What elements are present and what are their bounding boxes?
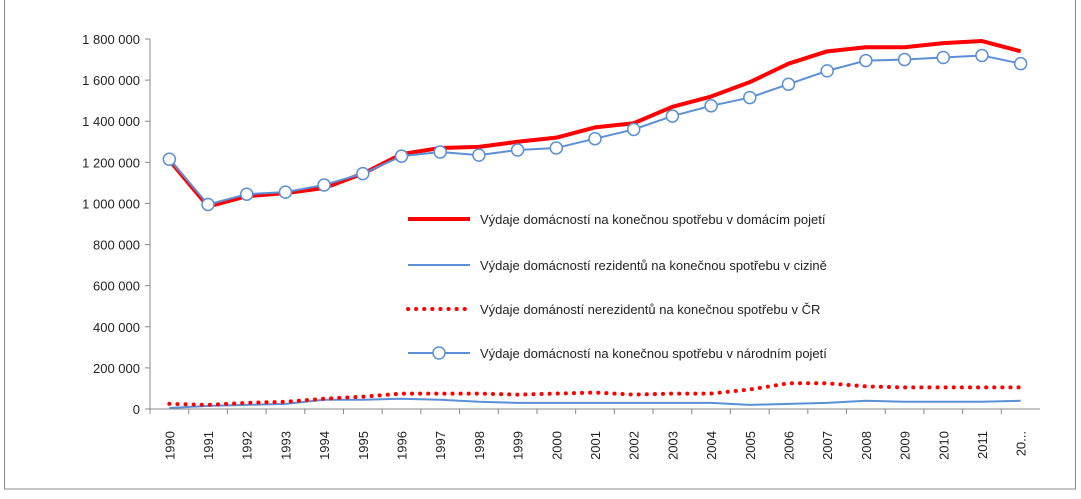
- y-tick-label: 1 200 000: [82, 155, 140, 170]
- x-tick-label: 1998: [472, 431, 487, 460]
- x-tick-label: 2009: [898, 431, 913, 460]
- x-tick-label: 1992: [240, 431, 255, 460]
- series-line: [169, 397, 1021, 409]
- y-tick-label: 0: [133, 402, 140, 417]
- x-tick-label: 2008: [859, 431, 874, 460]
- series-marker: [936, 50, 951, 65]
- series-marker: [781, 77, 796, 91]
- y-tick-label: 1 600 000: [82, 73, 140, 88]
- x-tick-label: 2007: [820, 431, 835, 460]
- series-marker: [510, 143, 525, 157]
- series-marker: [626, 122, 641, 137]
- x-tick-label: 2010: [936, 431, 951, 460]
- series-marker: [665, 109, 680, 123]
- legend-label: Výdaje domácností rezidentů na konečnou …: [480, 258, 827, 273]
- series-marker: [394, 149, 409, 163]
- x-tick-label: 1999: [511, 431, 526, 460]
- series-marker: [201, 197, 215, 212]
- series-marker: [356, 166, 370, 181]
- y-tick-label: 400 000: [93, 320, 140, 335]
- y-tick-label: 1 400 000: [82, 114, 140, 129]
- x-tick-label: 1995: [356, 431, 371, 460]
- x-tick-label: 1996: [395, 431, 410, 460]
- x-tick-label: 2011: [975, 431, 990, 459]
- legend-label: Výdaje domácností na konečnou spotřebu v…: [480, 212, 826, 227]
- x-tick-label: 2003: [665, 431, 680, 460]
- y-tick-label: 600 000: [93, 279, 140, 294]
- series-line: [167, 39, 1022, 209]
- series-marker: [433, 145, 447, 159]
- series-line: [168, 54, 1021, 206]
- series-marker: [549, 141, 564, 155]
- series-marker: [743, 90, 757, 105]
- x-tick-label: 2004: [704, 431, 719, 460]
- legend-label: Výdaje domáností nerezidentů na konečnou…: [480, 302, 820, 317]
- series-marker: [239, 187, 254, 201]
- series-marker: [1013, 56, 1028, 71]
- series-marker: [162, 152, 177, 166]
- y-tick-label: 800 000: [93, 238, 140, 253]
- series-marker: [975, 48, 989, 63]
- x-tick-label: 2005: [743, 431, 758, 460]
- x-tick-label: 2001: [588, 431, 603, 460]
- x-tick-label: 1994: [317, 431, 332, 460]
- y-tick-label: 200 000: [93, 361, 140, 376]
- y-tick-label: 1 000 000: [82, 196, 140, 211]
- series-marker: [317, 178, 331, 192]
- y-tick-label: 1 800 000: [82, 32, 140, 47]
- x-tick-label: 2006: [781, 431, 796, 460]
- series-marker: [859, 53, 873, 68]
- x-tick-label: 1990: [162, 431, 177, 460]
- x-tick-label: 1997: [433, 431, 448, 460]
- chart-frame: [4, 0, 1076, 490]
- x-tick-label: 2002: [627, 431, 642, 460]
- x-tick-label: 20...: [1014, 431, 1029, 456]
- series-marker: [588, 131, 602, 146]
- series-marker: [820, 64, 834, 78]
- legend-marker: [432, 346, 446, 360]
- series-marker: [897, 52, 912, 67]
- x-tick-label: 1993: [278, 431, 293, 460]
- legend-label: Výdaje domácností na konečnou spotřebu v…: [480, 346, 827, 361]
- series-marker: [278, 185, 293, 199]
- x-tick-label: 2000: [549, 431, 564, 460]
- series-marker: [472, 148, 486, 162]
- x-tick-label: 1991: [201, 431, 216, 460]
- series-marker: [704, 99, 718, 113]
